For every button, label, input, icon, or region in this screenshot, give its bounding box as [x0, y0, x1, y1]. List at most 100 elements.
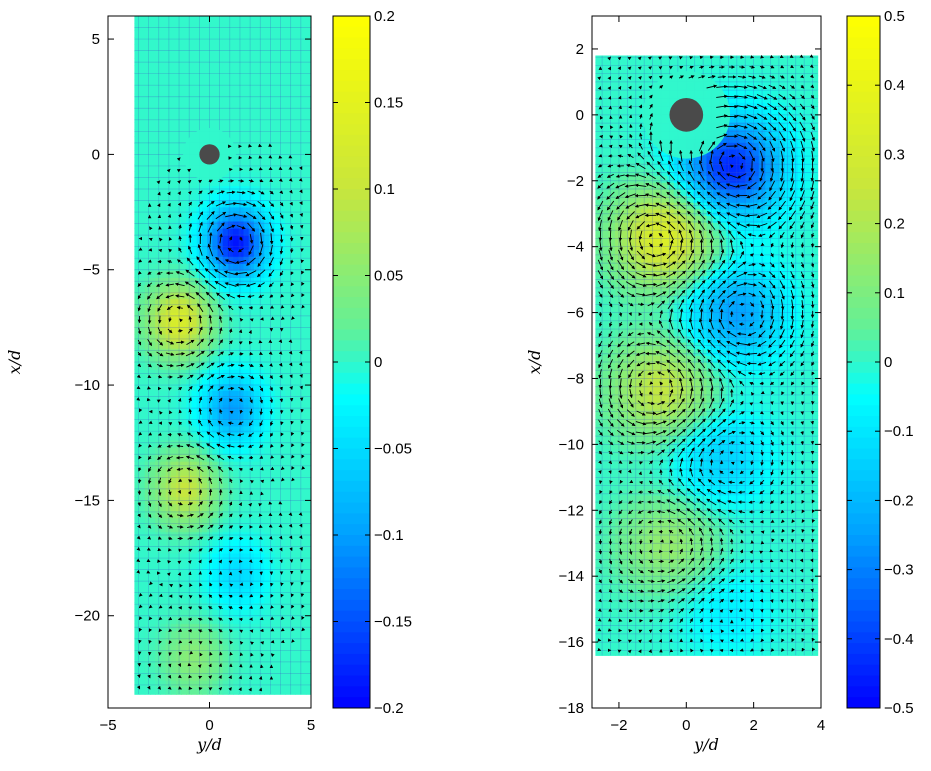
field-cell	[165, 30, 172, 38]
field-cell	[150, 37, 156, 45]
field-cell	[264, 51, 271, 59]
field-cell	[608, 155, 616, 163]
field-cell	[201, 630, 208, 639]
field-cell	[248, 312, 255, 321]
field-cell	[243, 616, 250, 625]
field-cell	[233, 595, 239, 603]
field-cell	[608, 535, 616, 543]
field-cell	[181, 213, 187, 222]
field-cell	[285, 595, 291, 603]
field-cell	[295, 298, 302, 307]
field-cell	[259, 376, 265, 384]
field-cell	[181, 192, 187, 201]
field-cell	[227, 602, 234, 610]
field-cell	[248, 44, 255, 52]
field-cell	[595, 242, 603, 250]
field-cell	[274, 58, 281, 67]
field-cell	[217, 44, 224, 52]
field-cell	[295, 86, 302, 95]
field-cell	[647, 375, 655, 383]
field-cell	[259, 390, 265, 399]
field-cell	[274, 574, 281, 582]
field-cell	[641, 555, 649, 563]
field-cell	[300, 552, 307, 561]
field-cell	[191, 489, 198, 497]
field-cell	[170, 235, 177, 243]
x-tick-label: 5	[307, 717, 315, 734]
field-cell	[134, 552, 141, 561]
field-cell	[269, 270, 276, 278]
field-cell	[170, 51, 177, 59]
field-cell	[243, 348, 250, 356]
field-cell	[150, 609, 156, 618]
field-cell	[595, 195, 603, 203]
field-cell	[139, 129, 146, 137]
field-cell	[274, 531, 281, 540]
field-cell	[601, 302, 609, 310]
field-cell	[212, 107, 219, 116]
field-cell	[170, 341, 177, 349]
field-cell	[248, 37, 255, 45]
field-cell	[259, 680, 265, 688]
field-cell	[212, 623, 219, 632]
field-cell	[269, 277, 276, 286]
field-cell	[150, 150, 156, 158]
field-cell	[305, 390, 311, 399]
field-cell	[269, 376, 276, 384]
velocity-arrow	[148, 616, 153, 621]
field-cell	[248, 588, 255, 596]
field-cell	[227, 348, 234, 356]
field-cell	[144, 150, 151, 158]
field-cell	[285, 284, 291, 293]
field-cell	[155, 369, 161, 377]
field-cell	[144, 680, 151, 688]
field-cell	[212, 538, 219, 547]
field-cell	[253, 446, 260, 455]
field-cell	[186, 567, 193, 575]
field-cell	[243, 157, 250, 165]
field-cell	[227, 16, 234, 24]
field-cell	[170, 164, 177, 172]
velocity-arrow	[166, 363, 174, 368]
field-cell	[305, 545, 311, 554]
colorbar-band	[333, 578, 370, 590]
colorbar-band	[333, 80, 370, 93]
field-cell	[601, 102, 609, 110]
field-cell	[139, 616, 146, 625]
field-cell	[264, 362, 271, 370]
field-cell	[217, 482, 224, 490]
field-cell	[217, 227, 224, 236]
field-cell	[165, 23, 172, 31]
field-cell	[207, 644, 213, 653]
field-cell	[279, 227, 286, 236]
field-cell	[238, 171, 245, 180]
field-cell	[253, 531, 260, 540]
field-cell	[212, 595, 219, 603]
field-cell	[134, 199, 141, 208]
field-cell	[248, 461, 255, 469]
field-cell	[248, 107, 255, 116]
field-cell	[233, 284, 239, 293]
field-cell	[165, 517, 172, 526]
field-cell	[274, 687, 281, 695]
velocity-arrow	[167, 674, 172, 679]
field-cell	[207, 524, 213, 533]
field-cell	[243, 79, 250, 88]
field-cell	[601, 508, 609, 516]
field-cell	[253, 432, 260, 441]
field-cell	[181, 574, 187, 582]
field-cell	[186, 623, 193, 632]
field-cell	[165, 129, 172, 137]
field-cell	[134, 567, 141, 575]
field-cell	[274, 637, 281, 646]
field-cell	[305, 348, 311, 356]
field-cell	[150, 574, 156, 582]
field-cell	[248, 630, 255, 639]
field-cell	[295, 23, 302, 31]
field-cell	[222, 93, 229, 102]
field-cell	[305, 538, 311, 547]
field-cell	[186, 72, 193, 81]
field-cell	[279, 220, 286, 229]
field-cell	[274, 524, 281, 533]
field-cell	[300, 326, 307, 335]
